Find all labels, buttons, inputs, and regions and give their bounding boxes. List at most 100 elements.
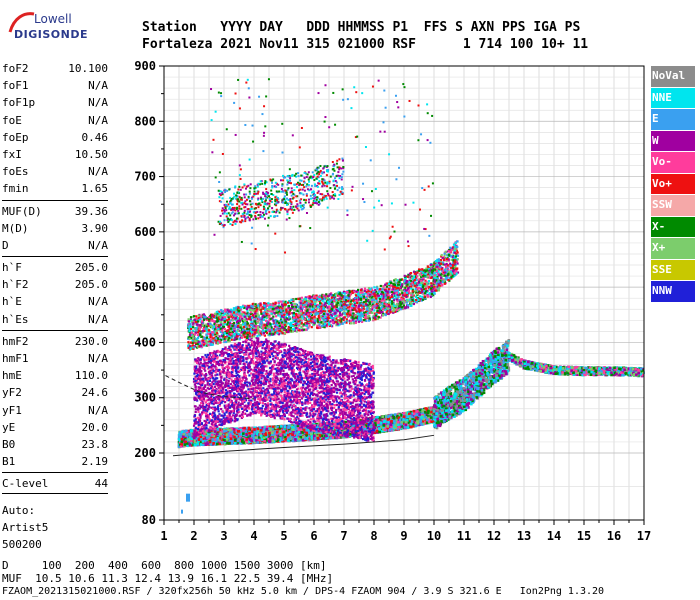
echo-f-trace: [190, 438, 193, 441]
echo-f-trace: [186, 438, 189, 441]
echo-f-trace: [182, 436, 185, 439]
echo-f-trace: [181, 436, 184, 439]
echo-f-trace: [241, 439, 244, 442]
echo-f-trace: [183, 441, 186, 444]
echo-f-trace: [216, 435, 219, 438]
echo-f-trace: [212, 437, 215, 440]
echo-f-trace: [200, 431, 203, 434]
echo-f-trace: [182, 444, 185, 447]
param-row: fmin 1.65: [2, 180, 108, 197]
echo-f-trace: [188, 433, 191, 436]
echo-f-trace: [187, 435, 190, 438]
echo-f-trace: [192, 441, 195, 444]
echo-f-trace: [223, 439, 226, 442]
echo-f-trace: [221, 441, 224, 444]
echo-f-trace: [206, 433, 209, 436]
echo-f-trace: [204, 438, 207, 441]
param-row: hmF1 N/A: [2, 350, 108, 367]
echo-f-trace: [221, 437, 224, 440]
echo-f-trace: [198, 442, 201, 445]
echo-f-trace: [196, 437, 199, 440]
echo-f-trace: [221, 433, 224, 436]
echo-f-trace: [204, 440, 207, 443]
echo-f-trace: [217, 429, 220, 432]
echo-f-trace: [188, 441, 191, 444]
echo-f-trace: [203, 443, 206, 446]
echo-f-trace: [181, 434, 184, 437]
echo-f-trace: [221, 440, 224, 443]
echo-f-trace: [204, 437, 207, 440]
echo-f-trace: [190, 438, 193, 441]
echo-f-trace: [249, 439, 252, 442]
echo-f-trace: [212, 442, 215, 445]
echo-f-trace: [212, 437, 215, 440]
echo-f-trace: [211, 443, 214, 446]
echo-f-trace: [215, 438, 218, 441]
echo-f-trace: [197, 435, 200, 438]
echo-f-trace: [250, 430, 253, 433]
echo-f-trace: [216, 438, 219, 441]
echo-f-trace: [189, 439, 192, 442]
echo-f-trace: [248, 440, 251, 443]
echo-f-trace: [196, 429, 199, 432]
echo-f-trace: [185, 430, 188, 433]
echo-f-trace: [201, 441, 204, 444]
echo-f-trace: [186, 443, 189, 446]
echo-f-trace: [215, 428, 218, 431]
echo-f-trace: [202, 430, 205, 433]
echo-f-trace: [199, 437, 202, 440]
echo-f-trace: [195, 441, 198, 444]
echo-f-trace: [206, 429, 209, 432]
echo-f-trace: [190, 438, 193, 441]
echo-f-trace: [191, 434, 194, 437]
echo-f-trace: [181, 444, 184, 447]
echo-f-trace: [194, 430, 197, 433]
echo-f-trace: [244, 438, 247, 441]
echo-f-trace: [199, 443, 202, 446]
param-row: yF2 24.6: [2, 384, 108, 401]
echo-f-trace: [208, 442, 211, 445]
echo-f-trace: [191, 433, 194, 436]
echo-f-trace: [215, 433, 218, 436]
echo-f-trace: [205, 430, 208, 433]
echo-f-trace: [186, 439, 189, 442]
echo-f-trace: [232, 430, 235, 433]
echo-f-trace: [241, 441, 244, 444]
echo-f-trace: [228, 428, 231, 431]
echo-f-trace: [239, 439, 242, 442]
echo-f-trace: [241, 428, 244, 431]
echo-f-trace: [178, 433, 181, 436]
echo-f-trace: [215, 437, 218, 440]
echo-f-trace: [221, 438, 224, 441]
echo-f-trace: [198, 443, 201, 446]
echo-f-trace: [238, 435, 241, 438]
echo-f-trace: [210, 430, 213, 433]
echo-f-trace: [188, 432, 191, 435]
echo-f-trace: [209, 428, 212, 431]
echo-f-trace: [223, 437, 226, 440]
echo-f-trace: [230, 440, 233, 443]
echo-f-trace: [183, 438, 186, 441]
echo-f-trace: [196, 440, 199, 443]
echo-f-trace: [217, 433, 220, 436]
echo-f-trace: [196, 431, 199, 434]
echo-f-trace: [216, 428, 219, 431]
echo-f-trace: [245, 432, 248, 435]
echo-f-trace: [215, 428, 218, 431]
echo-f-trace: [208, 443, 211, 446]
echo-f-trace: [217, 443, 220, 446]
echo-f-trace: [210, 432, 213, 435]
echo-f-trace: [212, 428, 215, 431]
echo-f-trace: [243, 437, 246, 440]
echo-f-trace: [234, 428, 237, 431]
echo-f-trace: [195, 432, 198, 435]
echo-f-trace: [194, 440, 197, 443]
echo-f-trace: [241, 438, 244, 441]
echo-f-trace: [230, 435, 233, 438]
echo-f-trace: [212, 429, 215, 432]
echo-f-trace: [208, 439, 211, 442]
echo-f-trace: [207, 435, 210, 438]
echo-f-trace: [190, 440, 193, 443]
echo-f-trace: [218, 442, 221, 445]
echo-f-trace: [242, 431, 245, 434]
